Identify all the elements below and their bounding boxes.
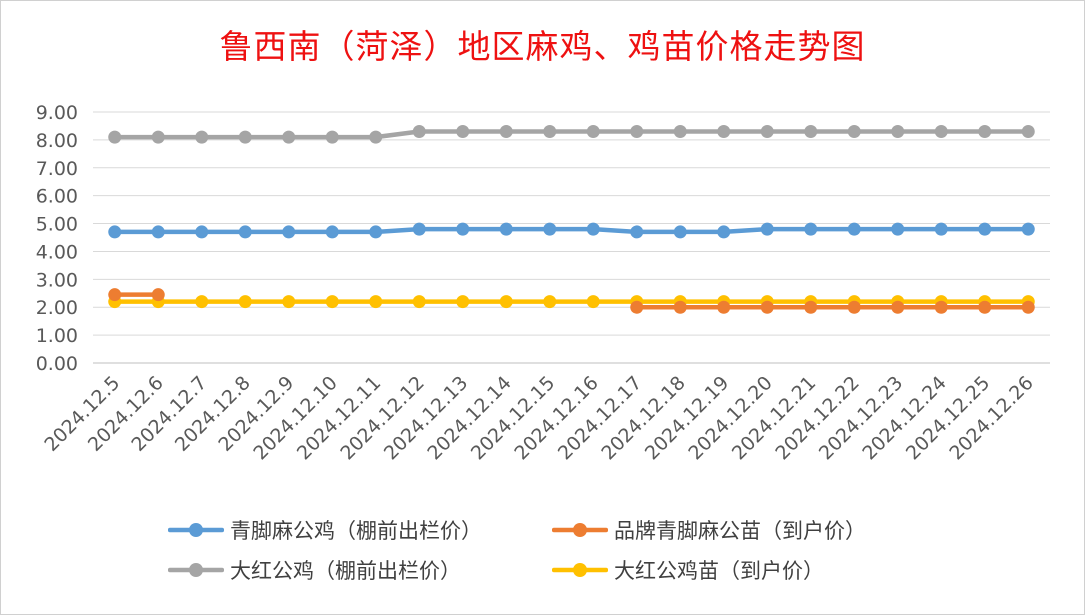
legend-marker [573, 523, 587, 537]
data-point [543, 295, 557, 309]
data-point [238, 225, 252, 239]
series-line [112, 129, 1031, 140]
data-point [673, 125, 687, 139]
chart-title: 鲁西南（菏泽）地区麻鸡、鸡苗价格走势图 [219, 27, 866, 66]
data-point [804, 222, 818, 236]
y-tick-label: 4.00 [36, 241, 78, 263]
data-point [412, 125, 426, 139]
data-point [804, 125, 818, 139]
data-point [586, 125, 600, 139]
data-point [717, 125, 731, 139]
data-point [673, 225, 687, 239]
data-point [412, 222, 426, 236]
series-line [112, 226, 1031, 235]
data-point [412, 295, 426, 309]
y-tick-label: 6.00 [36, 186, 78, 208]
legend-label: 大红公鸡（棚前出栏价） [230, 559, 461, 583]
y-tick-label: 9.00 [36, 102, 78, 124]
legend-item: 青脚麻公鸡（棚前出栏价） [168, 516, 482, 544]
legend-swatch [552, 563, 608, 577]
data-point [108, 288, 122, 302]
data-point [673, 300, 687, 314]
data-point [934, 300, 948, 314]
data-point [151, 225, 165, 239]
legend-swatch [552, 523, 608, 537]
data-point [499, 125, 513, 139]
data-point [891, 222, 905, 236]
data-point [282, 295, 296, 309]
data-point [978, 300, 992, 314]
data-point [760, 125, 774, 139]
data-point [282, 130, 296, 144]
legend-item: 大红公鸡苗（到户价） [552, 556, 824, 584]
data-point [891, 300, 905, 314]
data-point [847, 222, 861, 236]
data-point [1021, 125, 1035, 139]
data-point [238, 130, 252, 144]
data-point [325, 130, 339, 144]
data-point [456, 125, 470, 139]
data-point [978, 125, 992, 139]
data-point [282, 225, 296, 239]
legend-marker [189, 523, 203, 537]
legend-label: 品牌青脚麻公苗（到户价） [614, 519, 866, 543]
data-point [499, 222, 513, 236]
data-point [717, 300, 731, 314]
data-point [108, 130, 122, 144]
data-point [499, 295, 513, 309]
data-point [369, 295, 383, 309]
data-point [325, 225, 339, 239]
data-point [456, 295, 470, 309]
data-point [978, 222, 992, 236]
y-tick-label: 8.00 [36, 130, 78, 152]
data-point [543, 222, 557, 236]
data-point [586, 222, 600, 236]
legend-label: 大红公鸡苗（到户价） [614, 559, 824, 583]
y-tick-label: 5.00 [36, 214, 78, 236]
data-point [934, 125, 948, 139]
y-tick-label: 0.00 [36, 353, 78, 375]
data-point [369, 130, 383, 144]
data-point [325, 295, 339, 309]
data-point [630, 125, 644, 139]
data-point [195, 225, 209, 239]
legend-marker [189, 563, 203, 577]
data-point [1021, 222, 1035, 236]
data-point [151, 130, 165, 144]
data-point [630, 225, 644, 239]
data-point [151, 288, 165, 302]
legend-label: 青脚麻公鸡（棚前出栏价） [230, 519, 482, 543]
y-tick-label: 7.00 [36, 158, 78, 180]
legend-item: 大红公鸡（棚前出栏价） [168, 556, 461, 584]
data-point [630, 300, 644, 314]
y-tick-label: 2.00 [36, 297, 78, 319]
data-point [456, 222, 470, 236]
data-point [586, 295, 600, 309]
data-point [543, 125, 557, 139]
legend-swatch [168, 563, 224, 577]
data-point [195, 130, 209, 144]
data-point [369, 225, 383, 239]
y-tick-label: 3.00 [36, 269, 78, 291]
data-point [717, 225, 731, 239]
data-point [804, 300, 818, 314]
data-point [760, 222, 774, 236]
data-point [847, 125, 861, 139]
legend-item: 品牌青脚麻公苗（到户价） [552, 516, 866, 544]
data-point [847, 300, 861, 314]
data-point [760, 300, 774, 314]
legend-marker [573, 563, 587, 577]
data-point [108, 225, 122, 239]
y-tick-label: 1.00 [36, 325, 78, 347]
data-point [195, 295, 209, 309]
data-point [238, 295, 252, 309]
legend-swatch [168, 523, 224, 537]
data-point [891, 125, 905, 139]
data-point [1021, 300, 1035, 314]
data-point [934, 222, 948, 236]
